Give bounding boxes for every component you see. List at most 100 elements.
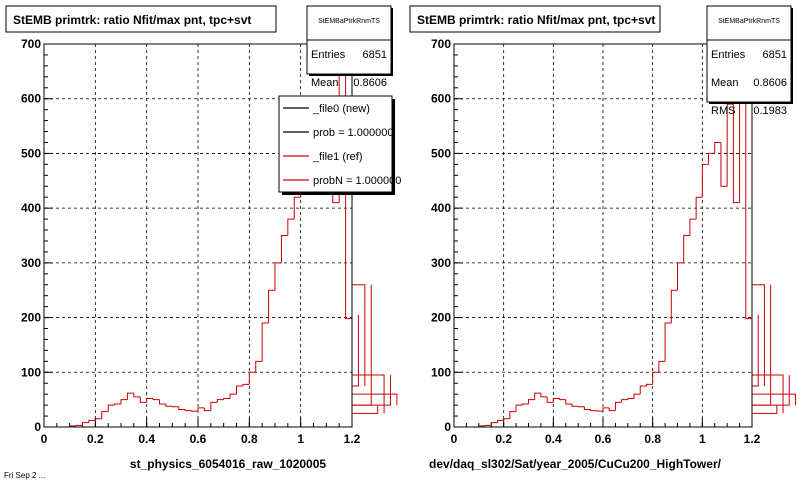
x-tick-label: 0.4 bbox=[545, 432, 562, 446]
y-axis: 0 100 200 300 400 500 600 700 bbox=[21, 37, 53, 434]
histogram-bin bbox=[242, 383, 250, 386]
histogram-bin bbox=[714, 141, 721, 154]
y-tick-label: 0 bbox=[34, 420, 41, 434]
x-tick-label: 0.4 bbox=[138, 432, 155, 446]
legend-label: _file1 (ref) bbox=[312, 151, 363, 163]
y-tick-label: 200 bbox=[21, 311, 41, 325]
x-tick-label: 0 bbox=[451, 432, 458, 446]
histogram-bin bbox=[540, 393, 548, 398]
legend-label: _file0 (new) bbox=[312, 103, 370, 115]
y-tick-label: 400 bbox=[431, 201, 451, 215]
histogram-bin bbox=[528, 399, 535, 405]
stats-label: RMS bbox=[711, 105, 735, 117]
histogram-bin bbox=[152, 398, 160, 401]
histogram-bin bbox=[191, 410, 198, 412]
histogram-bin bbox=[701, 163, 709, 198]
histogram-bin bbox=[633, 393, 641, 399]
histogram-bin bbox=[534, 392, 541, 400]
y-tick-label: 0 bbox=[444, 420, 451, 434]
histogram-bin bbox=[496, 419, 504, 423]
histogram-bin bbox=[352, 393, 398, 406]
histogram-panel-2: 0 0.2 0.4 0.6 0.8 1 1.2 0 100 200 300 400 500 600 700 S… bbox=[409, 5, 796, 471]
y-tick-label: 200 bbox=[431, 311, 451, 325]
x-tick-label: 0.8 bbox=[644, 432, 661, 446]
histogram-bin bbox=[583, 406, 591, 410]
stats-box-frame bbox=[706, 5, 792, 103]
histogram-bin bbox=[280, 235, 288, 263]
histogram-bin bbox=[664, 322, 672, 362]
plot-title: StEMB primtrk: ratio Nfit/max pnt, tpc+s… bbox=[417, 13, 655, 27]
histogram-bin bbox=[577, 406, 585, 408]
stats-value: 6851 bbox=[763, 49, 787, 61]
histogram-bin bbox=[677, 262, 684, 291]
x-tick-label: 0.2 bbox=[87, 432, 104, 446]
title-box: StEMB primtrk: ratio Nfit/max pnt, tpc+s… bbox=[409, 5, 661, 33]
histogram-bin bbox=[114, 403, 121, 406]
histogram-bin bbox=[521, 403, 529, 406]
histogram-bin bbox=[101, 411, 109, 419]
plot-frame-border bbox=[43, 43, 353, 428]
legend-label: prob = 1.000000 bbox=[313, 127, 393, 139]
histogram-bin bbox=[352, 374, 385, 414]
histogram-bin bbox=[726, 103, 734, 187]
y-axis: 0 100 200 300 400 500 600 700 bbox=[431, 37, 463, 434]
x-tick-label: 0.8 bbox=[241, 432, 258, 446]
histogram-bin bbox=[210, 401, 218, 411]
histogram-panel-1: 0 0.2 0.4 0.6 0.8 1 1.2 0 100 200 300 400 500 600 700 S… bbox=[5, 5, 401, 471]
stats-name: StEMBaPtrkRnmTS bbox=[318, 18, 380, 25]
histogram-bin bbox=[352, 284, 372, 406]
stats-value: 0.8606 bbox=[753, 77, 787, 89]
histogram-bin bbox=[216, 399, 224, 403]
stats-label: Mean bbox=[711, 77, 739, 89]
y-tick-label: 400 bbox=[21, 201, 41, 215]
histogram-bin bbox=[146, 398, 154, 403]
histogram-bin bbox=[732, 104, 740, 204]
histogram-bin bbox=[752, 374, 784, 414]
histogram-bin bbox=[165, 404, 173, 407]
histogram-bin bbox=[745, 57, 752, 320]
footer-text: Fri Sep 2 ... bbox=[4, 471, 45, 480]
histogram-bin bbox=[608, 407, 616, 412]
x-axis-label: dev/daq_sl302/Sat/year_2005/CuCu200_High… bbox=[429, 457, 722, 471]
y-tick-label: 100 bbox=[431, 365, 451, 379]
y-tick-label: 700 bbox=[431, 37, 451, 51]
histogram-bin bbox=[670, 289, 678, 324]
legend-frame bbox=[278, 95, 393, 193]
histogram-bin bbox=[139, 396, 147, 403]
histogram-bin bbox=[546, 396, 554, 403]
y-tick-label: 100 bbox=[21, 365, 41, 379]
title-box-frame bbox=[5, 5, 277, 33]
histogram-bin bbox=[602, 407, 610, 412]
histogram-bin bbox=[178, 406, 186, 410]
histogram-bin bbox=[689, 218, 697, 236]
histogram-bin bbox=[695, 196, 703, 220]
histogram-bin bbox=[652, 371, 659, 385]
histogram-bin bbox=[627, 398, 635, 400]
stats-value: 0.1983 bbox=[753, 105, 787, 117]
histogram-bin bbox=[82, 422, 89, 426]
x-tick-label: 1 bbox=[297, 432, 304, 446]
x-tick-label: 0.2 bbox=[495, 432, 512, 446]
x-axis-label: st_physics_6054016_raw_1020005 bbox=[130, 457, 326, 471]
histogram-bin bbox=[223, 398, 231, 400]
y-tick-label: 500 bbox=[431, 146, 451, 160]
histogram-bin bbox=[229, 393, 237, 399]
histogram-bin bbox=[596, 410, 603, 412]
y-tick-label: 300 bbox=[21, 256, 41, 270]
x-tick-label: 1.2 bbox=[744, 432, 761, 446]
stats-value: 0.8606 bbox=[353, 77, 387, 89]
histogram-bin bbox=[159, 399, 166, 405]
histogram-bin bbox=[708, 152, 715, 165]
histogram-bin bbox=[752, 375, 790, 406]
title-box-frame bbox=[409, 5, 661, 33]
histogram-bin bbox=[184, 409, 192, 412]
histogram-series bbox=[454, 57, 796, 428]
histogram-bin bbox=[236, 385, 243, 395]
plot-frame-border bbox=[453, 43, 753, 428]
histogram-bin bbox=[126, 392, 134, 400]
y-tick-label: 700 bbox=[21, 37, 41, 51]
x-tick-label: 0 bbox=[41, 432, 48, 446]
histogram-bin bbox=[752, 314, 759, 387]
stats-label: Entries bbox=[311, 49, 346, 61]
